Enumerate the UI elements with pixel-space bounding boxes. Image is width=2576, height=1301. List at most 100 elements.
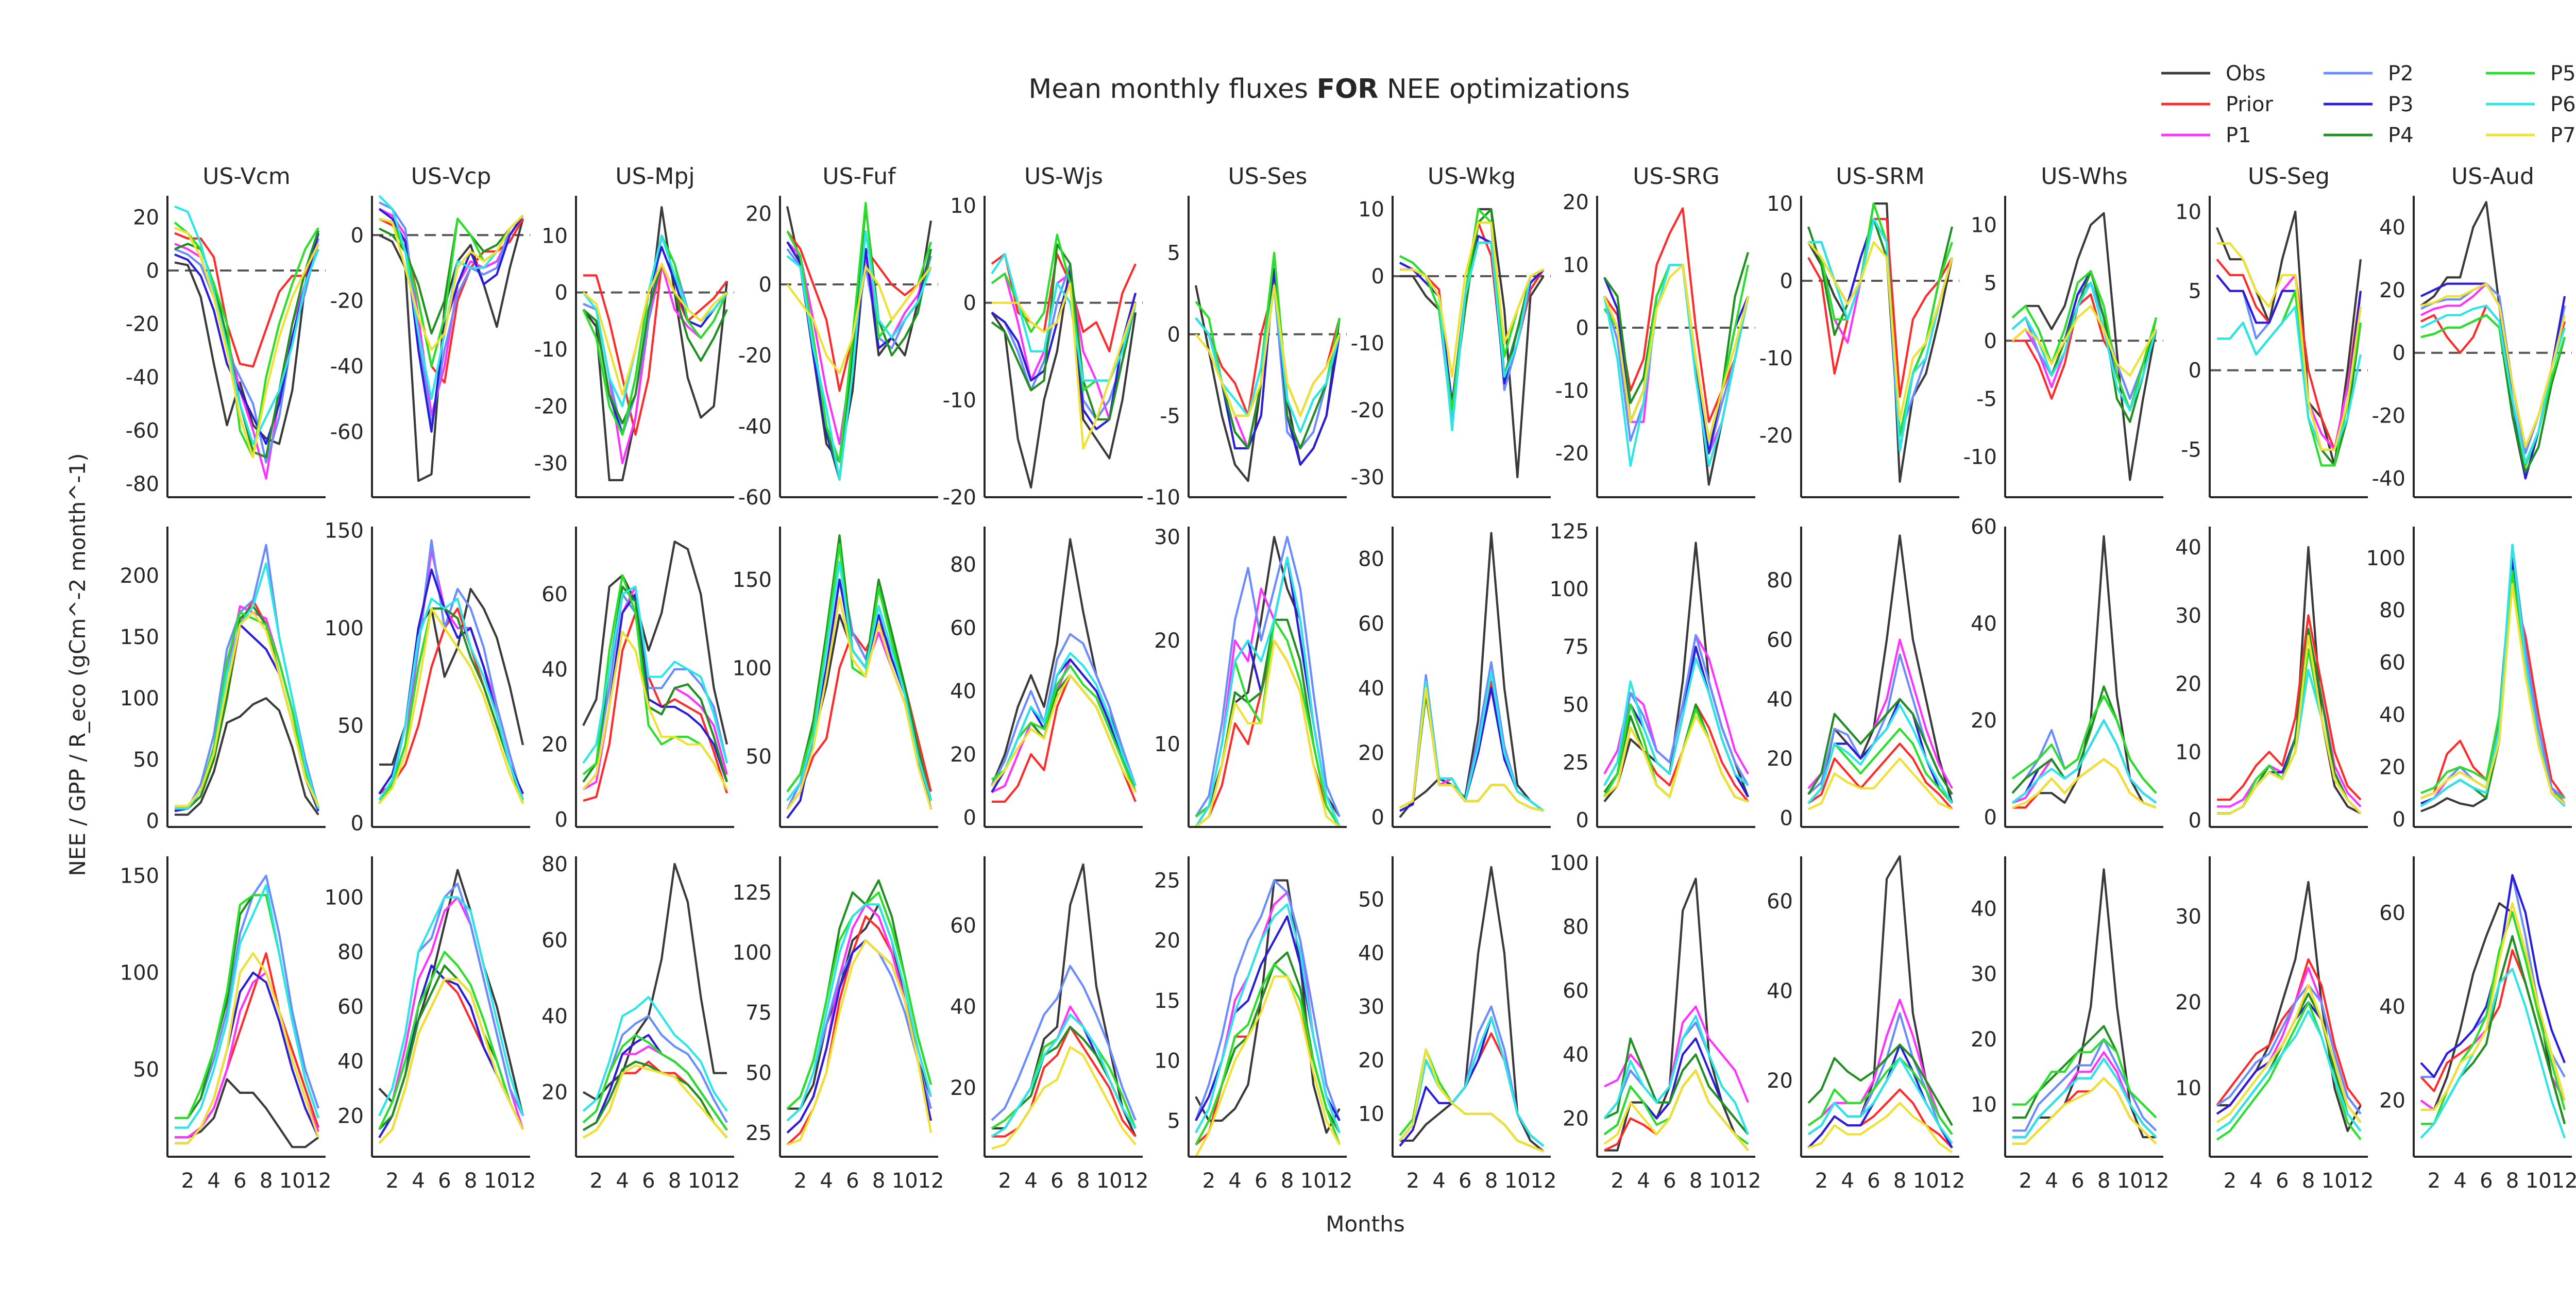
y-tick-label: -20: [738, 344, 772, 368]
series-line-p6: [2011, 281, 2158, 412]
panel-us-whs-nee: US-Whs 10 5 0 -5 -10: [1963, 163, 2163, 498]
x-tick-label: 10: [1300, 1169, 1327, 1193]
y-tick-label: 20: [2175, 991, 2201, 1015]
series-line-p5: [582, 1034, 728, 1131]
y-tick-label: 20: [1767, 747, 1793, 771]
x-tick-label: 4: [820, 1169, 833, 1193]
y-tick-label: 0: [1371, 265, 1384, 289]
y-tick-label: 100: [733, 941, 772, 965]
series-line-p7: [175, 952, 319, 1144]
x-tick-label: 8: [464, 1169, 477, 1193]
x-tick-label: 12: [918, 1169, 944, 1193]
series-line-obs: [582, 863, 727, 1101]
y-tick-label: 40: [2379, 995, 2405, 1019]
y-tick-label: 20: [1971, 709, 1997, 733]
series-line-p6: [582, 585, 728, 764]
y-tick-label: 150: [733, 568, 772, 592]
y-tick-label: 60: [541, 928, 568, 952]
y-axis-label: NEE / GPP / R_eco (gCm^-2 month^-1): [65, 453, 90, 876]
panel-us-srm-gpp: 80 60 40 20 0: [1767, 527, 1959, 831]
x-tick-label: 2: [386, 1169, 399, 1193]
series-line-prior: [583, 612, 728, 802]
series-line-p6: [786, 903, 933, 1122]
x-tick-label: 2: [794, 1169, 807, 1193]
panel-us-wkg-nee: US-Wkg 10 0 -10 -20 -30: [1351, 163, 1551, 498]
series-line-p3: [786, 578, 933, 819]
x-tick-label: 6: [1663, 1169, 1676, 1193]
y-tick-label: 50: [745, 745, 772, 769]
y-tick-label: 10: [2175, 1077, 2201, 1101]
x-tick-label: 6: [846, 1169, 859, 1193]
series-line-p2: [379, 201, 524, 427]
panel-us-mpj-gpp: 60 40 20 0: [541, 527, 734, 832]
y-tick-label: 100: [325, 886, 364, 910]
x-tick-label: 6: [1255, 1169, 1267, 1193]
series-line-prior: [2012, 293, 2157, 400]
x-tick-label: 12: [2348, 1169, 2374, 1193]
y-tick-label: -5: [1976, 387, 1997, 411]
y-tick-label: -10: [1759, 347, 1793, 370]
x-tick-label: 12: [1939, 1169, 1965, 1193]
y-tick-label: 0: [963, 292, 976, 315]
series-line-p7: [787, 939, 933, 1146]
y-tick-label: 0: [555, 808, 568, 832]
y-tick-label: -60: [330, 420, 364, 444]
series-line-p6: [786, 561, 933, 801]
y-tick-label: -5: [2181, 438, 2201, 462]
x-tick-label: 8: [1281, 1169, 1294, 1193]
series-line-p7: [2217, 242, 2362, 451]
panel-us-srg-nee: US-SRG 20 10 0 -10 -20: [1555, 163, 1755, 498]
series-line-p2: [582, 593, 728, 783]
series-line-p6: [582, 995, 728, 1112]
x-tick-label: 8: [2302, 1169, 2315, 1193]
series-line-p2: [786, 561, 933, 810]
y-tick-label: 30: [2175, 905, 2201, 929]
y-tick-label: 0: [1780, 807, 1793, 831]
chart-title: Mean monthly fluxes FOR NEE optimization…: [1028, 74, 1630, 105]
series-line-p4: [1604, 1037, 1749, 1135]
legend-item-p7: P7: [2486, 124, 2576, 147]
panel-us-srg-gpp: 125 100 75 50 25 0: [1550, 520, 1755, 833]
series-line-p5: [1195, 963, 1341, 1145]
panel-us-wkg-gpp: 80 60 40 20 0: [1358, 527, 1551, 830]
y-tick-label: 20: [2379, 1089, 2405, 1113]
panel-us-seg-gpp: 40 30 20 10 0: [2175, 527, 2368, 833]
series-line-obs: [1807, 202, 1954, 483]
y-tick-label: 0: [2393, 342, 2405, 365]
y-tick-label: 125: [1550, 520, 1589, 544]
x-tick-label: 2: [590, 1169, 603, 1193]
panel-us-fuf-reco: 125 100 75 50 25 2 4 6 8 10 12: [733, 856, 944, 1193]
y-tick-label: 75: [745, 1001, 772, 1025]
y-tick-label: 5: [1167, 1109, 1180, 1133]
x-tick-label: 10: [892, 1169, 918, 1193]
panel-us-aud-nee: US-Aud 40 20 0 -20 -40: [2372, 163, 2572, 498]
series-line-p6: [1399, 1016, 1545, 1147]
y-tick-label: 20: [1154, 929, 1180, 953]
y-tick-label: 0: [1780, 269, 1793, 293]
x-tick-label: 10: [484, 1169, 510, 1193]
series-line-p4: [174, 230, 319, 459]
panel-us-mpj-nee: US-Mpj 10 0 -10 -20 -30: [534, 163, 734, 498]
series-line-p1: [175, 971, 319, 1139]
y-tick-label: -40: [2372, 467, 2405, 491]
y-tick-label: 20: [337, 1105, 364, 1128]
y-tick-label: 0: [2189, 809, 2201, 833]
y-tick-label: 20: [950, 743, 976, 767]
x-tick-label: 8: [260, 1169, 273, 1193]
y-tick-label: 100: [325, 617, 364, 640]
y-tick-label: 50: [133, 748, 159, 772]
y-tick-label: 100: [1550, 578, 1589, 601]
y-tick-label: -10: [1351, 332, 1384, 356]
series-line-p7: [786, 596, 933, 810]
panel-us-vcm-reco: 150 100 50 2 4 6 8 10 12: [120, 856, 331, 1193]
y-tick-label: -40: [126, 366, 159, 390]
legend-item-p6: P6: [2486, 93, 2576, 116]
series-line-p5: [174, 222, 319, 459]
legend-label: Obs: [2226, 62, 2266, 86]
y-tick-label: 15: [1154, 989, 1180, 1013]
series-line-p7: [786, 265, 932, 375]
y-tick-label: 0: [351, 224, 364, 247]
series-line-prior: [2216, 258, 2362, 451]
series-line-p5: [378, 951, 524, 1130]
